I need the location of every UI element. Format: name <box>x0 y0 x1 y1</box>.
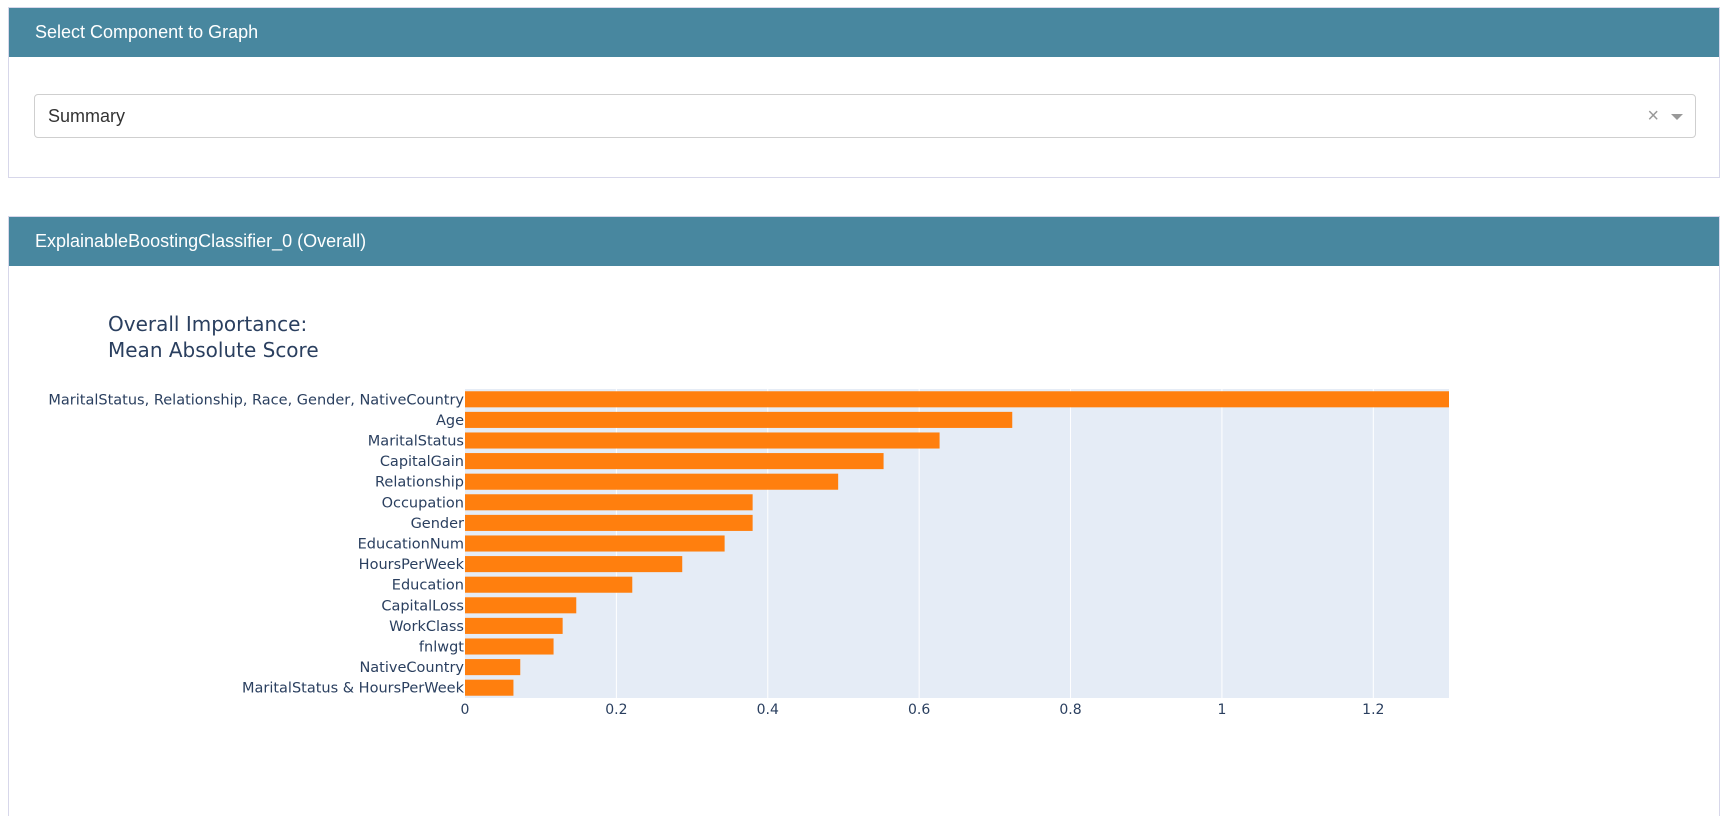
y-category-label: fnlwgt <box>419 640 464 656</box>
dropdown-selected-value: Summary <box>48 106 126 126</box>
x-tick-label: 0.2 <box>605 702 627 718</box>
chart-title-line-1: Overall Importance: <box>108 312 307 336</box>
bar[interactable] <box>465 597 577 614</box>
bar[interactable] <box>465 494 753 511</box>
select-panel-title: Select Component to Graph <box>9 8 1719 57</box>
chart-title-line-2: Mean Absolute Score <box>108 338 319 362</box>
y-axis-labels: MaritalStatus, Relationship, Race, Gende… <box>48 392 464 696</box>
y-category-label: NativeCountry <box>359 660 464 676</box>
bar[interactable] <box>465 659 521 676</box>
x-tick-label: 0.6 <box>908 702 930 718</box>
bars <box>465 391 1449 696</box>
y-category-label: HoursPerWeek <box>359 557 465 573</box>
x-tick-label: 1.2 <box>1362 702 1384 718</box>
x-tick-label: 0.4 <box>757 702 779 718</box>
y-category-label: Education <box>392 578 464 594</box>
bar[interactable] <box>465 638 554 655</box>
bar[interactable] <box>465 391 1449 408</box>
y-category-label: MaritalStatus & HoursPerWeek <box>242 681 465 697</box>
x-axis-ticks: 0 0.2 0.4 0.6 0.8 1 1.2 <box>461 702 1385 718</box>
bar[interactable] <box>465 617 563 634</box>
bar[interactable] <box>465 679 514 696</box>
bar[interactable] <box>465 453 884 470</box>
y-category-label: WorkClass <box>389 619 464 635</box>
bar[interactable] <box>465 535 725 552</box>
x-tick-label: 1 <box>1217 702 1226 718</box>
y-category-label: Occupation <box>382 495 464 511</box>
bar[interactable] <box>465 514 753 531</box>
bar[interactable] <box>465 576 633 593</box>
y-category-label: EducationNum <box>358 537 464 553</box>
y-category-label: Age <box>436 413 464 429</box>
component-dropdown[interactable]: Summary × <box>34 94 1696 138</box>
bar[interactable] <box>465 473 839 490</box>
bar[interactable] <box>465 556 683 573</box>
graph-panel-title: ExplainableBoostingClassifier_0 (Overall… <box>9 217 1719 266</box>
bar[interactable] <box>465 411 1013 428</box>
x-tick-label: 0.8 <box>1059 702 1081 718</box>
y-category-label: Relationship <box>375 475 464 491</box>
select-component-panel: Select Component to Graph Summary × <box>8 7 1720 178</box>
y-category-label: MaritalStatus, Relationship, Race, Gende… <box>48 392 464 408</box>
chevron-down-icon[interactable] <box>1671 114 1683 120</box>
clear-icon[interactable]: × <box>1647 105 1659 127</box>
x-tick-label: 0 <box>461 702 470 718</box>
y-category-label: Gender <box>411 516 464 532</box>
y-category-label: MaritalStatus <box>368 434 464 450</box>
bar[interactable] <box>465 432 940 449</box>
graph-panel: ExplainableBoostingClassifier_0 (Overall… <box>8 216 1720 816</box>
importance-chart: Overall Importance: Mean Absolute Score … <box>48 312 1449 718</box>
y-category-label: CapitalLoss <box>381 598 464 614</box>
y-category-label: CapitalGain <box>380 454 464 470</box>
